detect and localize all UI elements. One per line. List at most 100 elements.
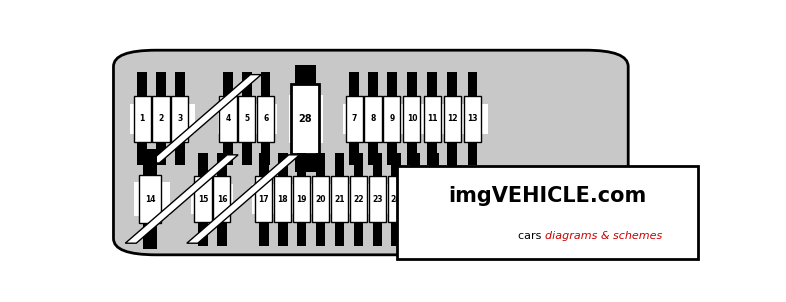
Bar [387,72,397,95]
Text: 12: 12 [447,114,457,123]
Bar [447,142,457,165]
Bar [316,222,325,246]
Polygon shape [187,155,299,243]
Bar [143,149,156,175]
Bar [428,72,437,95]
Bar [365,95,381,142]
Bar [194,176,211,222]
Text: 23: 23 [372,194,383,204]
Bar [397,166,698,259]
Bar [289,95,323,143]
Bar [156,142,166,165]
Bar [259,222,269,246]
Bar [143,223,156,249]
Bar [369,142,377,165]
Text: 24: 24 [391,194,402,204]
Text: 2: 2 [158,114,163,123]
Text: diagrams & schemes: diagrams & schemes [545,231,663,241]
Bar [257,95,274,142]
Text: 11: 11 [427,114,437,123]
Bar [217,153,226,176]
Bar [297,153,307,176]
Text: 17: 17 [259,194,270,204]
Text: 13: 13 [467,114,478,123]
Text: 6: 6 [263,114,268,123]
Bar [410,222,420,246]
Bar [293,176,310,222]
Polygon shape [125,155,238,243]
Bar [139,175,160,223]
Bar [331,176,348,222]
Bar [295,65,316,84]
Bar [175,72,185,95]
Bar [464,95,481,142]
Text: 8: 8 [370,114,376,123]
Bar [444,176,461,222]
Bar [255,176,273,222]
Bar [198,222,208,246]
Bar [448,222,457,246]
FancyBboxPatch shape [113,50,628,255]
Bar [443,95,461,142]
Text: 20: 20 [315,194,326,204]
Text: 19: 19 [296,194,307,204]
Bar [130,104,195,134]
Text: 3: 3 [178,114,182,123]
Bar [335,153,344,176]
Bar [278,153,288,176]
Bar [218,104,277,134]
Bar [429,153,439,176]
Bar [343,104,488,134]
Bar [350,142,358,165]
Bar [350,176,367,222]
Bar [156,72,166,95]
Text: 26: 26 [428,194,439,204]
Text: 10: 10 [406,114,417,123]
Bar [261,142,270,165]
Bar [373,153,382,176]
Bar [259,153,269,176]
Bar [354,153,363,176]
Text: 14: 14 [145,194,156,204]
Bar [217,222,226,246]
Text: 25: 25 [410,194,421,204]
Bar [425,176,443,222]
Text: 9: 9 [389,114,395,123]
Bar [407,72,417,95]
Bar [261,72,270,95]
Bar [403,95,421,142]
Bar [369,72,377,95]
Bar [134,182,170,217]
Bar [223,142,233,165]
Bar [316,153,325,176]
Bar [242,142,252,165]
Bar [373,222,382,246]
Bar [171,95,189,142]
Text: 16: 16 [217,194,227,204]
Text: 18: 18 [277,194,288,204]
Bar [292,84,319,154]
Bar [428,142,437,165]
Bar [424,95,441,142]
Bar [134,95,151,142]
Bar [369,176,386,222]
Bar [350,72,358,95]
Bar [387,142,397,165]
Bar [354,222,363,246]
Bar [278,222,288,246]
Bar [447,72,457,95]
Text: 28: 28 [299,114,312,124]
Bar [312,176,329,222]
Bar [252,184,468,214]
Bar [468,142,477,165]
Bar [238,95,255,142]
Text: 5: 5 [244,114,249,123]
Bar [138,142,147,165]
Bar [410,153,420,176]
Bar [429,222,439,246]
Bar [223,72,233,95]
Bar [191,184,233,214]
Text: cars: cars [518,231,545,241]
Bar [468,72,477,95]
Text: 1: 1 [139,114,145,123]
